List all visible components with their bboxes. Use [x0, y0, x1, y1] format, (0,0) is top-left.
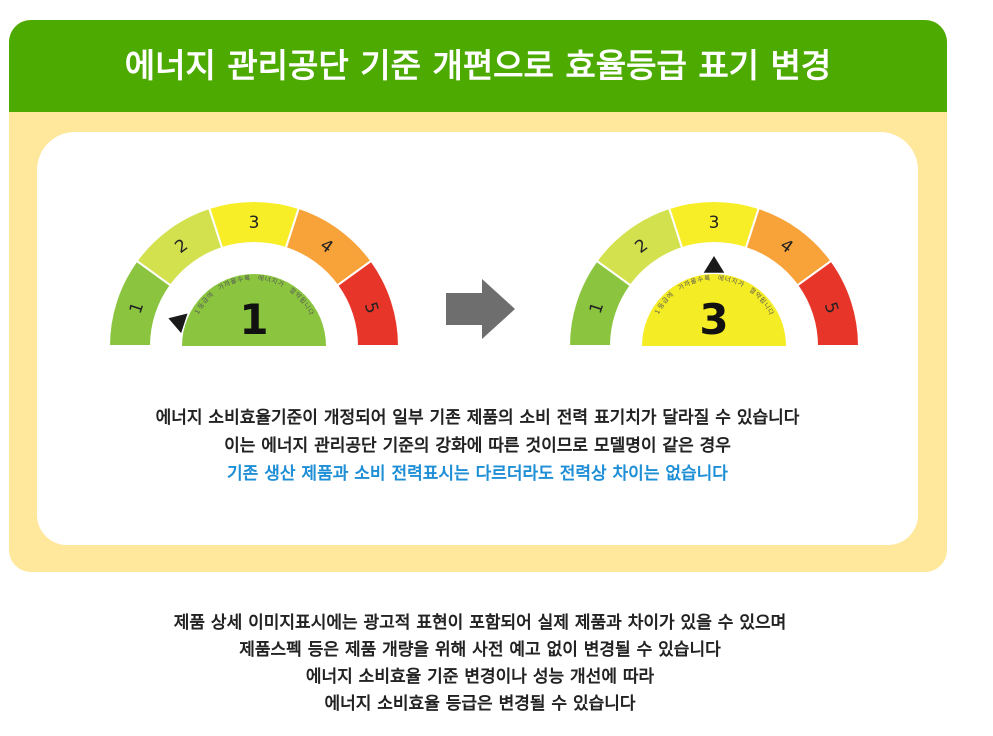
after-gauge-caption-char: 다 — [766, 307, 777, 317]
before-gauge-caption-char: 급 — [200, 296, 210, 306]
before-gauge-caption-char: 절 — [288, 286, 298, 296]
before-gauge-segment-5 — [335, 259, 401, 347]
after-gauge-pointer-icon — [703, 256, 725, 273]
after-gauge-caption-char: 가 — [736, 278, 745, 289]
disclaimer-text: 제품 상세 이미지표시에는 광고적 표현이 포함되어 실제 제품과 차이가 있을… — [0, 610, 960, 718]
after-gauge-segment-label-3: 3 — [709, 213, 720, 233]
before-gauge-caption-char: 니 — [302, 301, 313, 311]
before-gauge-caption-char: 가 — [276, 278, 285, 289]
disclaimer-line-3: 에너지 소비효율 기준 변경이나 성능 개선에 따라 — [305, 667, 655, 687]
after-gauge-caption-char: 약 — [753, 290, 764, 301]
after-gauge-caption-char: 울 — [690, 277, 698, 286]
after-gauge-grade-number: 3 — [699, 295, 728, 344]
after-gauge-caption-char: 가 — [676, 281, 686, 292]
after-gauge-caption-char: 까 — [682, 278, 691, 289]
after-gauge-caption-char: 절 — [748, 286, 758, 296]
disclaimer-line-4: 에너지 소비효율 등급은 변경될 수 있습니다 — [324, 694, 636, 714]
before-gauge-caption-char: 록 — [244, 274, 251, 283]
before-gauge-caption-char: 약 — [293, 290, 304, 301]
after-gauge-caption-char: 수 — [696, 275, 704, 284]
disclaimer-line-2: 제품스펙 등은 제품 개량을 위해 사전 예고 없이 변경될 수 있습니다 — [239, 640, 721, 660]
after-gauge-caption-char: 에 — [717, 273, 724, 283]
after-gauge-caption-char: 등 — [656, 301, 666, 310]
disclaimer-line-1: 제품 상세 이미지표시에는 광고적 표현이 포함되어 실제 제품과 차이가 있을… — [173, 613, 787, 633]
after-gauge-grade-dial — [642, 274, 786, 346]
right-arrow-icon — [446, 279, 515, 339]
notice-line-1: 에너지 소비효율기준이 개정되어 일부 기존 제품의 소비 전력 표기치가 달라… — [155, 408, 800, 428]
after-gauge-caption-char: 급 — [660, 296, 670, 306]
energy-notice-text: 에너지 소비효율기준이 개정되어 일부 기존 제품의 소비 전력 표기치가 달라… — [37, 404, 918, 488]
page-title: 에너지 관리공단 기준 개편으로 효율등급 표기 변경 — [9, 20, 947, 112]
before-gauge-caption-char: 가 — [216, 281, 226, 292]
before-gauge-caption-char: 수 — [236, 275, 244, 284]
before-gauge-caption-char: 까 — [222, 278, 231, 289]
before-gauge-caption-char: 다 — [306, 307, 317, 317]
after-gauge-caption-char: 너 — [724, 274, 732, 284]
after-gauge-caption-char: 록 — [704, 274, 711, 283]
before-gauge-grade-dial — [182, 274, 326, 346]
before-gauge-pointer-icon — [168, 313, 188, 334]
before-gauge-caption-char: 에 — [257, 273, 264, 283]
after-gauge-caption-char: 에 — [664, 290, 675, 301]
before-gauge-caption-char: 지 — [270, 276, 279, 286]
before-gauge-caption-char: 됩 — [298, 296, 308, 306]
after-gauge-segment-5 — [795, 259, 861, 347]
after-gauge-caption-char: 됩 — [758, 296, 768, 306]
after-gauge-caption-char: 1 — [653, 308, 662, 315]
before-gauge-caption-char: 너 — [264, 274, 272, 284]
after-gauge-caption-char: 지 — [730, 276, 739, 286]
before-gauge-caption-char: 등 — [196, 301, 206, 310]
before-gauge-caption-char: 울 — [230, 277, 238, 286]
after-gauge-caption-char: 니 — [762, 301, 773, 311]
before-gauge-caption-char: 에 — [204, 290, 215, 301]
notice-line-3: 기존 생산 제품과 소비 전력표시는 다르더라도 전력상 차이는 없습니다 — [227, 464, 728, 484]
before-gauge-caption-char: 1 — [193, 308, 202, 315]
before-gauge-segment-label-3: 3 — [249, 213, 260, 233]
before-gauge-grade-number: 1 — [239, 295, 268, 344]
notice-line-2: 이는 에너지 관리공단 기준의 강화에 따른 것이므로 모델명이 같은 경우 — [224, 436, 731, 456]
